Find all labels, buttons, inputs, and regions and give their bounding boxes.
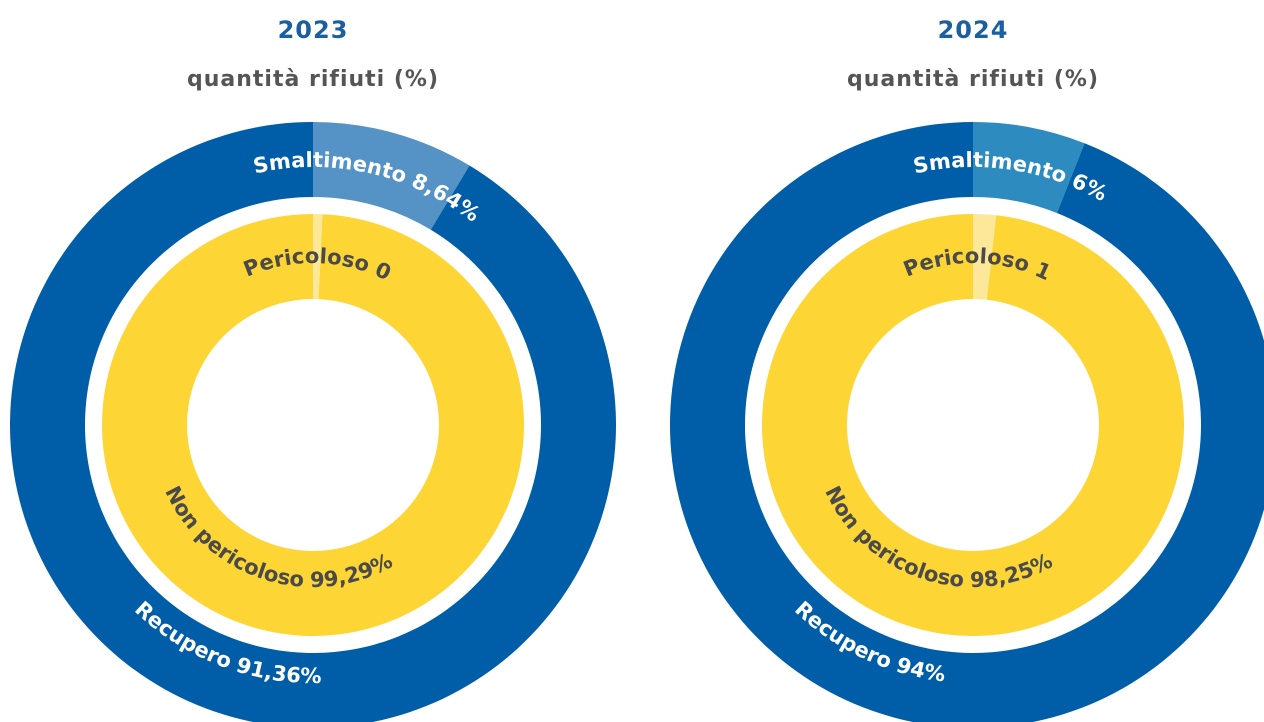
donut-slice <box>762 214 1185 637</box>
donut-slice <box>313 214 323 300</box>
donut-slice <box>973 214 997 300</box>
donut-slice <box>313 122 470 230</box>
donut-slice <box>102 214 525 637</box>
chart-title: 2024 <box>938 16 1009 44</box>
donut-slice <box>973 122 1085 214</box>
chart-subtitle: quantità rifiuti (%) <box>187 67 439 92</box>
chart-title: 2023 <box>278 16 349 44</box>
chart-subtitle: quantità rifiuti (%) <box>847 67 1099 92</box>
